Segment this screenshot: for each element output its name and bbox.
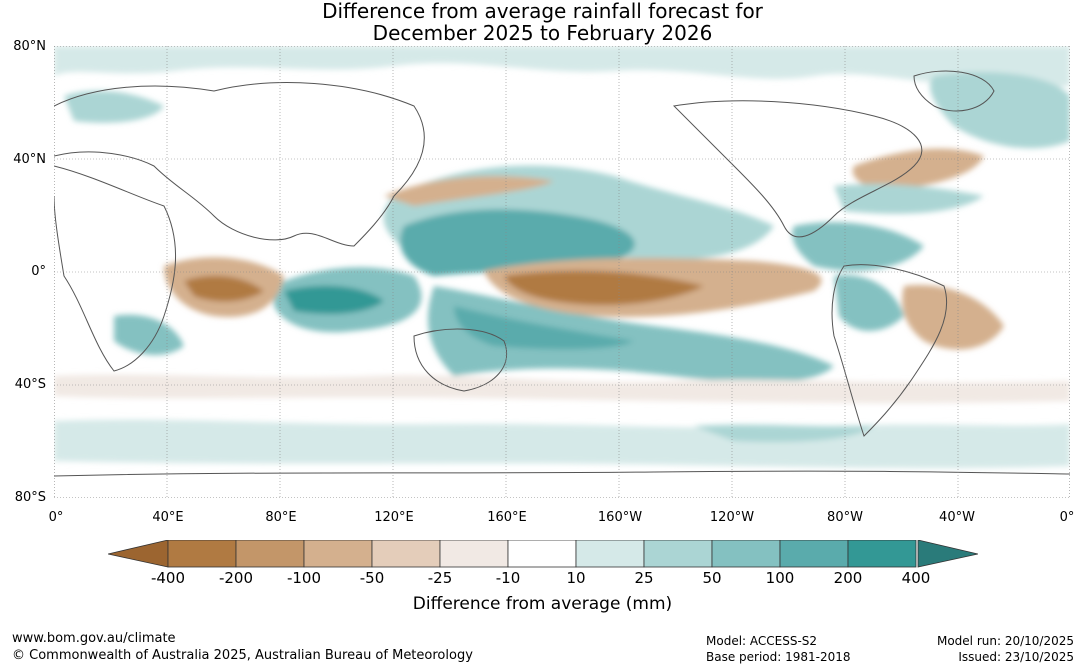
lat-label-80s: 80°S [14, 490, 46, 505]
coastline-antarctica [54, 470, 1070, 477]
lon-label-40w: 40°W [939, 510, 975, 525]
legend-tick-label: -200 [218, 569, 254, 587]
dry-region-southern-hemisphere [54, 374, 1070, 404]
wet-region-amazon [834, 275, 904, 331]
legend-tick-label: 10 [566, 569, 586, 587]
legend-box [507, 540, 577, 568]
legend-tick-label: 50 [702, 569, 722, 587]
wet-region-central-america [792, 222, 924, 271]
lat-label-40n: 40°N [13, 152, 46, 167]
wet-region-siberia [64, 90, 164, 123]
lon-label-0-east: 0° [1059, 510, 1075, 525]
legend-tick-label: 200 [833, 569, 863, 587]
lon-label-160w: 160°W [597, 510, 643, 525]
coastline-greenland [913, 70, 995, 112]
lon-label-120e: 120°E [374, 510, 414, 525]
legend-tick-label: -400 [150, 569, 186, 587]
legend-box [847, 540, 917, 568]
graticule [54, 46, 1070, 498]
coastline-africa [54, 165, 176, 372]
anomaly-fields [54, 46, 1070, 469]
legend-tick-label: -10 [495, 569, 521, 587]
footer-model-run: Model run: 20/10/2025 [936, 634, 1074, 648]
coastline-eurasia [54, 82, 425, 247]
legend-tick-label: 100 [765, 569, 795, 587]
legend-box [235, 540, 305, 568]
footer-model: Model: ACCESS-S2 [706, 634, 818, 648]
legend-box [439, 540, 509, 568]
lat-label-40s: 40°S [14, 377, 46, 392]
coastline-south-america [831, 264, 948, 437]
dry-region-north-pacific [384, 176, 554, 206]
legend-tick-label: -100 [286, 569, 322, 587]
dry-region-central-pacific-core [504, 270, 704, 306]
lon-label-80w: 80°W [827, 510, 863, 525]
legend-box [643, 540, 713, 568]
legend-box [779, 540, 849, 568]
legend-tick-label: -50 [359, 569, 385, 587]
wet-region-gulf-stream [834, 184, 984, 214]
legend-box [711, 540, 781, 568]
wet-region-southern-africa [114, 314, 184, 356]
footer-issued: Issued: 23/10/2025 [958, 650, 1074, 664]
wet-region-south-pacific [428, 286, 834, 383]
footer-copyright: © Commonwealth of Australia 2025, Austra… [12, 648, 473, 663]
lat-label-0: 0° [31, 264, 46, 279]
legend-tick-label: 400 [901, 569, 931, 587]
legend-title: Difference from average (mm) [412, 594, 673, 614]
wet-region-west-pacific-core [400, 209, 635, 276]
wet-region-north-atlantic [930, 72, 1070, 149]
wet-region-spcz-core [454, 306, 634, 350]
lon-label-0: 0° [48, 510, 64, 525]
rainfall-anomaly-map [54, 46, 1070, 498]
legend-colorbar [108, 540, 978, 568]
footer-base-period: Base period: 1981-2018 [706, 650, 851, 664]
legend-tick-label: 25 [634, 569, 654, 587]
lat-label-80n: 80°N [13, 39, 46, 54]
coastline-australia [413, 328, 508, 392]
wet-region-arctic [54, 46, 1070, 89]
wet-region-southern-ocean [54, 419, 1070, 469]
lon-label-160e: 160°E [487, 510, 527, 525]
legend-box [575, 540, 645, 568]
lon-label-40e: 40°E [152, 510, 184, 525]
map-title-line2: December 2025 to February 2026 [372, 21, 713, 45]
coastlines [54, 70, 1070, 477]
coastline-north-america [672, 100, 923, 238]
map-title-line1: Difference from average rainfall forecas… [322, 0, 763, 23]
wet-region-southern-ocean-core [694, 424, 874, 443]
footer-url: www.bom.gov.au/climate [12, 631, 176, 646]
legend-box [167, 540, 237, 568]
legend-arrow-right [917, 540, 978, 568]
wet-region-maritime-core [284, 285, 384, 314]
dry-region-east-africa-core [184, 275, 264, 302]
legend-tick-label: -25 [427, 569, 453, 587]
lon-label-80e: 80°E [265, 510, 297, 525]
legend-box [303, 540, 373, 568]
lon-label-120w: 120°W [709, 510, 755, 525]
legend-box [371, 540, 441, 568]
dry-region-brazil [902, 285, 1004, 350]
legend-arrow-left [108, 540, 169, 568]
